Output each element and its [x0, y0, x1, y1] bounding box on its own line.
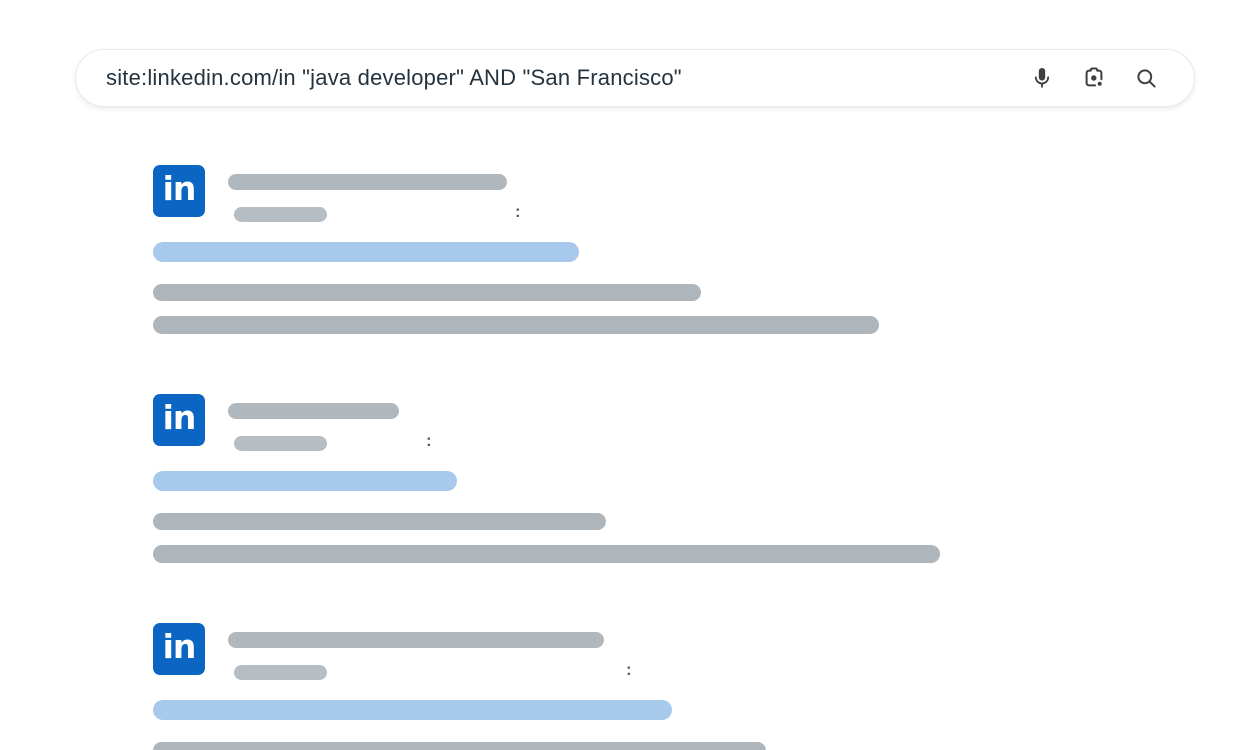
result-title-link-placeholder[interactable] [153, 700, 672, 720]
result-header: in : [153, 394, 1153, 451]
result-description-placeholder-bar [153, 284, 701, 301]
linkedin-logo-text: in [162, 626, 197, 666]
search-bar-icons [1030, 66, 1158, 90]
url-placeholder-bar [234, 665, 327, 680]
linkedin-logo-icon: in [153, 394, 205, 446]
url-placeholder-bar [234, 207, 327, 222]
search-icon[interactable] [1134, 66, 1158, 90]
url-placeholder-bar [234, 436, 327, 451]
linkedin-logo-text: in [162, 397, 197, 437]
site-name-placeholder-bar [228, 174, 507, 190]
result-title-link-placeholder[interactable] [153, 242, 579, 262]
result-item-1: in : [153, 165, 1153, 334]
site-name-placeholder-bar [228, 403, 399, 419]
result-description-placeholder-bar [153, 545, 940, 563]
result-item-2: in : [153, 394, 1153, 563]
google-lens-camera-icon[interactable] [1082, 66, 1106, 90]
result-description-placeholder-bar [153, 742, 766, 750]
result-header: in : [153, 623, 1153, 680]
result-description-placeholder-bar [153, 513, 606, 530]
result-description-placeholder-bar [153, 316, 879, 334]
result-item-3: in : [153, 623, 1153, 750]
linkedin-logo-text: in [162, 168, 197, 208]
result-title-link-placeholder[interactable] [153, 471, 457, 491]
result-header: in : [153, 165, 1153, 222]
search-bar[interactable]: site:linkedin.com/in "java developer" AN… [75, 49, 1195, 107]
result-menu-icon[interactable]: : [626, 660, 632, 679]
site-name-placeholder-bar [228, 632, 604, 648]
linkedin-logo-icon: in [153, 165, 205, 217]
microphone-icon[interactable] [1030, 66, 1054, 90]
linkedin-logo-icon: in [153, 623, 205, 675]
result-menu-icon[interactable]: : [515, 202, 521, 221]
search-query-text[interactable]: site:linkedin.com/in "java developer" AN… [106, 65, 682, 90]
result-menu-icon[interactable]: : [426, 431, 432, 450]
results-list: in : in : [153, 165, 1153, 750]
